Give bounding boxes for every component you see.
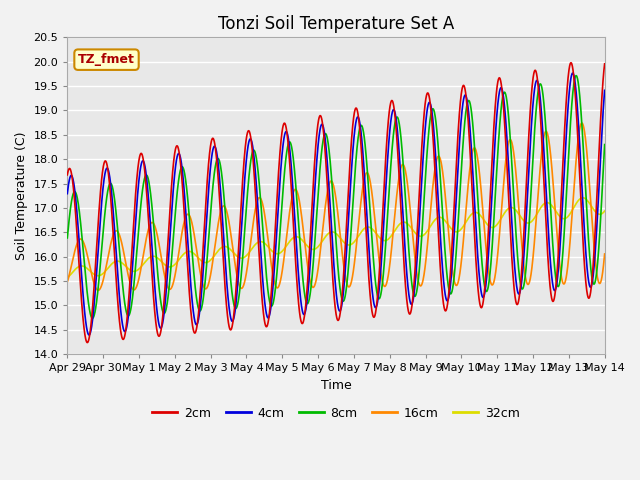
8cm [269,299,277,304]
4cm [63,191,71,196]
16cm [63,279,71,285]
8cm [157,298,164,304]
4cm [157,325,164,331]
4cm [591,260,598,265]
4cm [85,332,93,338]
8cm [88,315,96,321]
16cm [601,251,609,257]
32cm [579,195,587,201]
2cm [63,172,71,178]
16cm [94,288,102,293]
Text: TZ_fmet: TZ_fmet [78,53,135,66]
2cm [532,70,540,76]
2cm [567,60,575,66]
16cm [578,120,586,126]
Legend: 2cm, 4cm, 8cm, 16cm, 32cm: 2cm, 4cm, 8cm, 16cm, 32cm [147,402,525,424]
8cm [293,196,301,202]
8cm [572,73,580,79]
16cm [157,251,164,257]
8cm [601,142,609,147]
16cm [125,275,132,281]
32cm [601,208,609,214]
32cm [125,266,132,272]
Y-axis label: Soil Temperature (C): Soil Temperature (C) [15,132,28,260]
16cm [269,276,277,281]
32cm [269,249,277,255]
4cm [601,87,609,93]
2cm [601,61,609,67]
Line: 8cm: 8cm [67,76,605,318]
8cm [63,235,71,241]
Title: Tonzi Soil Temperature Set A: Tonzi Soil Temperature Set A [218,15,454,33]
8cm [591,281,598,287]
4cm [532,78,540,84]
2cm [125,295,132,301]
Line: 32cm: 32cm [67,198,605,278]
4cm [269,276,277,282]
32cm [157,258,164,264]
X-axis label: Time: Time [321,379,351,392]
2cm [591,242,598,248]
16cm [293,188,301,194]
32cm [63,275,71,281]
32cm [532,212,540,218]
2cm [157,329,164,335]
32cm [590,207,598,213]
8cm [532,104,540,110]
Line: 4cm: 4cm [67,73,605,335]
Line: 16cm: 16cm [67,123,605,290]
2cm [84,340,92,346]
4cm [293,248,301,254]
2cm [293,278,301,284]
4cm [125,310,132,315]
Line: 2cm: 2cm [67,63,605,343]
32cm [293,234,301,240]
16cm [591,249,598,254]
16cm [532,214,540,220]
4cm [569,70,577,76]
8cm [125,312,132,318]
2cm [269,255,277,261]
